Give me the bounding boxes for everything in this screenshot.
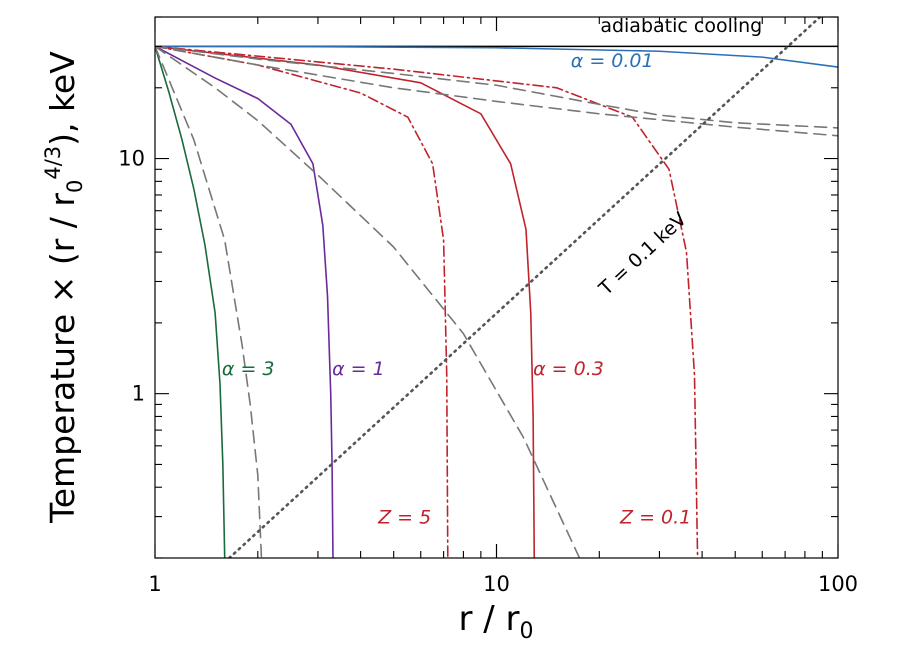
y-axis-title: Temperature × (r / r04/3), keV [41,51,87,524]
x-axis-title: r / r0 [458,599,533,644]
y-axis-title-main: Temperature × (r / r [43,193,82,524]
series-line-dashed-8 [155,45,581,558]
curve-label-alpha-1: α = 1 [332,358,385,380]
series-line-t-0-1-kev [227,17,822,558]
curve-label-t-0-1-kev: T = 0.1 keV [594,208,691,300]
series-line-alpha-0-01 [155,45,838,68]
curve-label-alpha-3: α = 3 [222,358,275,380]
curve-label-alpha-0-3: α = 0.3 [533,358,604,380]
x-tick-label: 100 [818,572,858,596]
tick-layer: 1 10 100 1 10 [118,16,858,596]
series-layer [155,17,838,558]
x-tick-label: 10 [483,572,510,596]
x-tick-label: 1 [148,572,161,596]
y-tick-label: 1 [132,382,145,406]
series-line-dashed-10 [155,45,838,129]
series-line-dashed-9 [155,45,838,137]
curve-label-z-5: Z = 5 [377,507,431,529]
y-axis-title-tail: ), keV [43,51,82,146]
x-axis-title-main: r / r [458,599,519,639]
series-line-z-0-1 [155,45,699,558]
curve-label-alpha-0-01: α = 0.01 [571,50,654,72]
x-axis-title-subscript: 0 [520,619,534,644]
curve-label-z-0-1: Z = 0.1 [619,507,691,529]
y-axis-title-superscript: 4/3 [41,146,65,180]
curve-label-adiabatic-cooling: adiabatic cooling [600,15,762,37]
annotation-layer: adiabatic cooling α = 0.01 α = 3 α = 1 α = 0… [222,15,762,529]
series-line-dashed-7 [155,45,263,558]
series-line-alpha-0-3 [155,45,536,558]
y-tick-label: 10 [118,147,145,171]
y-axis-title-subscript: 0 [63,180,87,193]
series-line-alpha-3 [155,45,226,558]
series-line-z-5 [155,45,449,558]
series-line-alpha-1 [155,45,334,558]
